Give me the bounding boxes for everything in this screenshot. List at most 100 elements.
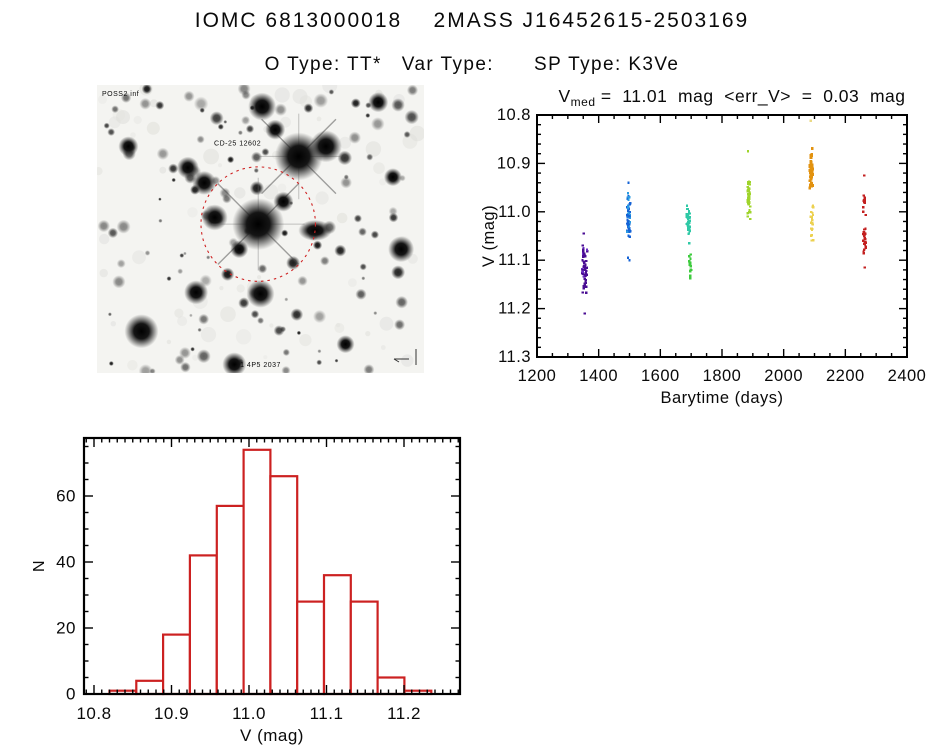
data-point [583, 312, 586, 315]
histogram-bar [162, 633, 192, 696]
data-point [862, 239, 865, 242]
data-point [748, 196, 751, 199]
star [370, 230, 380, 239]
data-point [863, 266, 866, 269]
star [171, 177, 176, 183]
star [139, 97, 152, 110]
star [257, 264, 268, 274]
sky-mottle [97, 167, 103, 176]
star [371, 117, 385, 131]
data-point [689, 265, 692, 268]
data-point [864, 241, 867, 244]
star [227, 156, 235, 164]
data-point [626, 230, 629, 233]
x-tick-label: 2200 [826, 367, 865, 385]
data-point [862, 248, 866, 251]
star [383, 168, 402, 187]
plot-box [536, 114, 908, 358]
data-point [809, 161, 813, 165]
data-point [863, 228, 866, 231]
data-point [583, 264, 586, 268]
x-tick-label: 1800 [703, 367, 742, 385]
y-tick-label: 20 [56, 619, 76, 638]
finding-chart-image: POSS2 inf CD-25 12602 1 4P5 2037 [97, 85, 424, 373]
data-point [746, 212, 749, 215]
data-point [809, 156, 813, 160]
data-point [582, 255, 585, 258]
data-point [748, 210, 751, 214]
star [265, 119, 286, 140]
data-point [584, 278, 587, 282]
star [395, 295, 409, 309]
star [320, 256, 330, 266]
data-point [585, 273, 589, 276]
survey-label: POSS2 inf [102, 91, 139, 98]
data-point [626, 256, 630, 259]
star [177, 268, 184, 275]
data-point [581, 259, 584, 262]
data-point [810, 210, 813, 214]
star [155, 100, 165, 110]
data-point [583, 266, 586, 269]
star [298, 219, 332, 241]
data-point [862, 242, 866, 245]
data-point [864, 213, 867, 217]
sky-mottle [200, 327, 217, 343]
data-point [688, 216, 691, 219]
star [281, 365, 291, 373]
sky-mottle [99, 233, 110, 245]
star [246, 279, 275, 308]
star [237, 130, 243, 136]
target-label: CD-25 12602 [214, 140, 261, 147]
sky-mottle [292, 89, 308, 104]
star [238, 297, 250, 309]
star [284, 297, 289, 302]
data-point [862, 250, 865, 253]
data-point [864, 232, 867, 235]
data-point [809, 177, 813, 181]
data-point [628, 223, 631, 226]
star [290, 308, 304, 321]
data-point [810, 147, 814, 150]
data-point [810, 169, 814, 173]
star [222, 352, 247, 373]
sky-mottle [334, 323, 345, 333]
data-point [808, 179, 812, 183]
star [103, 122, 110, 129]
sky-mottle [99, 268, 108, 278]
star [196, 349, 211, 364]
star [180, 361, 191, 373]
axis-ticks [536, 114, 908, 358]
axis-ticks [84, 438, 460, 695]
star [144, 250, 151, 256]
data-point [585, 259, 588, 263]
sky-mottle [187, 207, 198, 218]
star [241, 90, 251, 100]
star [337, 150, 353, 166]
star [388, 236, 415, 263]
data-point [582, 287, 585, 290]
star [118, 136, 139, 157]
data-point [584, 263, 587, 266]
data-point [863, 201, 866, 205]
data-point [811, 205, 814, 208]
data-point [863, 231, 866, 234]
data-point [688, 221, 691, 224]
data-point [688, 225, 691, 229]
data-point [810, 165, 814, 169]
data-point [690, 268, 693, 272]
data-point [808, 171, 812, 174]
data-point [811, 167, 814, 171]
data-point [583, 252, 586, 255]
data-points [581, 119, 867, 315]
data-point [747, 201, 750, 204]
sky-mottle [263, 355, 268, 360]
data-point [582, 250, 585, 253]
sky-mottle [401, 354, 414, 367]
data-point [584, 281, 588, 284]
chart-title-sub: med [571, 95, 596, 109]
data-point [749, 205, 752, 208]
star [196, 135, 205, 144]
data-point [748, 208, 751, 212]
